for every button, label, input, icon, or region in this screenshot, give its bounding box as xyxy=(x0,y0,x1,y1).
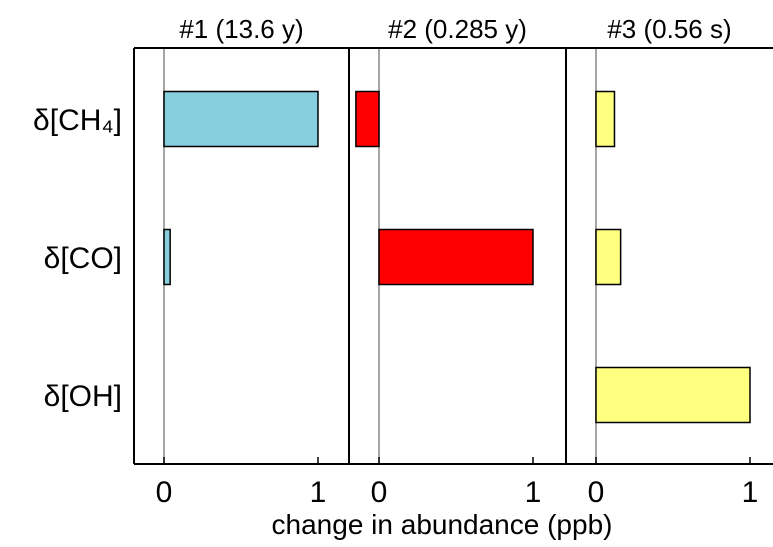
bar xyxy=(595,90,616,148)
plot-frame xyxy=(133,47,773,465)
panel-title: #3 (0.56 s) xyxy=(607,14,731,44)
bar xyxy=(595,366,751,424)
tick-label: 0 xyxy=(156,476,173,509)
chart-panels: #1 (13.6 y) 0 1 #2 (0.285 y) 0 1 #3 (0.56 s) 0 1 xyxy=(156,14,759,509)
row-labels: δ[CH₄] δ[CO] δ[OH] xyxy=(33,104,122,413)
tick-label: 1 xyxy=(525,476,542,509)
bar xyxy=(595,228,622,286)
row-label: δ[CH₄] xyxy=(33,104,122,137)
tick-label: 1 xyxy=(742,476,759,509)
panel-3: #3 (0.56 s) 0 1 xyxy=(588,14,759,509)
tick-label: 0 xyxy=(588,476,605,509)
panel-1: #1 (13.6 y) 0 1 xyxy=(156,14,327,509)
panel-title: #2 (0.285 y) xyxy=(388,14,527,44)
bar xyxy=(378,228,534,286)
panel-title: #1 (13.6 y) xyxy=(179,14,303,44)
bar xyxy=(163,228,171,286)
bar xyxy=(163,90,319,148)
bar xyxy=(355,90,380,148)
panel-2: #2 (0.285 y) 0 1 xyxy=(355,14,542,509)
row-label: δ[CO] xyxy=(44,242,122,275)
x-axis-label: change in abundance (ppb) xyxy=(272,509,613,540)
tick-label: 0 xyxy=(371,476,388,509)
row-label: δ[OH] xyxy=(44,380,122,413)
tick-label: 1 xyxy=(310,476,327,509)
